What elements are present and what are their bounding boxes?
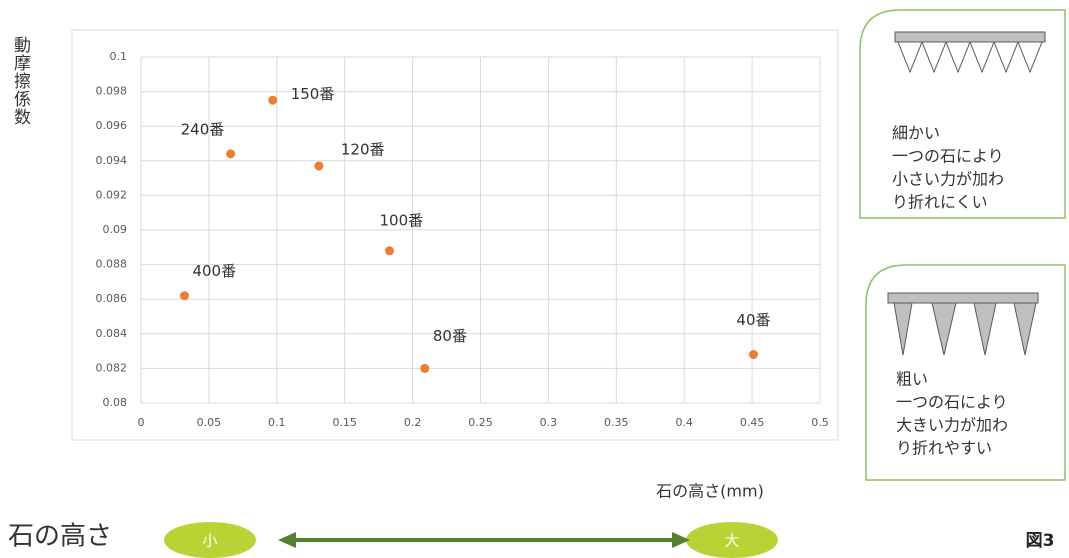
small-label: 小 xyxy=(202,532,217,550)
y-tick-label: 0.08 xyxy=(103,396,128,409)
x-tick-label: 0.2 xyxy=(404,416,422,429)
x-tick-label: 0.05 xyxy=(197,416,222,429)
point-label: 150番 xyxy=(291,85,335,103)
y-tick-label: 0.082 xyxy=(96,361,128,374)
point xyxy=(268,96,277,105)
x-tick-label: 0.15 xyxy=(332,416,357,429)
note-line: 細かい xyxy=(892,124,940,143)
x-tick-label: 0.3 xyxy=(540,416,558,429)
y-tick-label: 0.084 xyxy=(96,327,128,340)
y-tick-label: 0.1 xyxy=(110,50,128,63)
x-tick-label: 0.25 xyxy=(468,416,493,429)
note-line: 小さい力が加わ xyxy=(892,170,1004,189)
note-line: り折れやすい xyxy=(896,439,992,458)
figure-label: 図3 xyxy=(1026,531,1055,551)
x-axis-label: 石の高さ(mm) xyxy=(656,482,764,501)
chart: 0.08 0.082 0.084 0.086 0.088 0.09 0.092 0.094 0.… xyxy=(0,0,1069,558)
y-tick-label: 0.086 xyxy=(96,292,128,305)
point xyxy=(226,149,235,158)
stone-base xyxy=(895,32,1045,42)
point xyxy=(180,291,189,300)
x-tick-label: 0.4 xyxy=(675,416,693,429)
point xyxy=(385,246,394,255)
stone-base xyxy=(888,293,1038,303)
page: 0.08 0.082 0.084 0.086 0.088 0.09 0.092 0.094 0.… xyxy=(0,0,1069,558)
large-label: 大 xyxy=(724,532,739,550)
scale-title: 石の高さ xyxy=(8,522,112,552)
note-line: 一つの石により xyxy=(892,147,1004,166)
y-tick-label: 0.098 xyxy=(96,85,128,98)
point-label: 40番 xyxy=(736,311,770,329)
y-tick-label: 0.094 xyxy=(96,154,128,167)
point-label: 80番 xyxy=(433,327,467,345)
x-tick-label: 0.45 xyxy=(740,416,765,429)
x-tick-label: 0 xyxy=(138,416,145,429)
x-tick-label: 0.35 xyxy=(604,416,629,429)
y-tick-label: 0.088 xyxy=(96,258,128,271)
note-line: 一つの石により xyxy=(896,393,1008,412)
note-line: 大きい力が加わ xyxy=(896,416,1008,435)
point xyxy=(314,161,323,170)
point xyxy=(420,364,429,373)
x-tick-label: 0.1 xyxy=(268,416,286,429)
point-label: 120番 xyxy=(341,140,385,158)
point xyxy=(749,350,758,359)
y-tick-label: 0.096 xyxy=(96,119,128,132)
point-label: 400番 xyxy=(192,262,236,280)
note-line: り折れにくい xyxy=(892,193,988,212)
y-tick-label: 0.09 xyxy=(103,223,128,236)
y-axis-label: 動摩擦係数 xyxy=(8,36,33,126)
point-label: 240番 xyxy=(181,120,225,138)
y-tick-label: 0.092 xyxy=(96,188,128,201)
point-label: 100番 xyxy=(380,211,424,229)
x-tick-label: 0.5 xyxy=(811,416,829,429)
note-line: 粗い xyxy=(896,370,928,389)
